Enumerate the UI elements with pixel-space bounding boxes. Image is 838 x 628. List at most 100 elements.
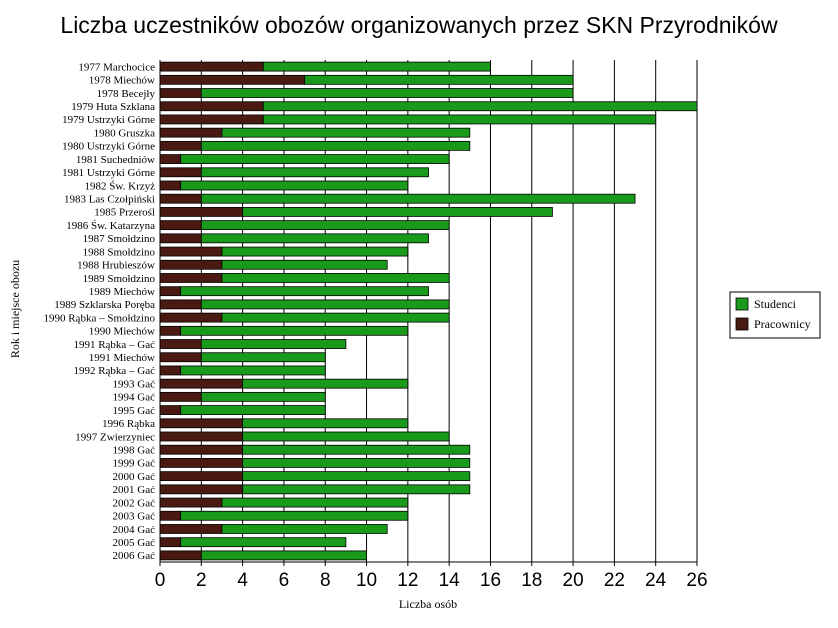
bar-segment-studenci [221,312,450,323]
y-axis-label: Rok i miejsce obozu [8,260,22,358]
legend-swatch [735,317,749,331]
x-tick-label: 22 [604,570,625,591]
category-label: 1985 Przerośl [94,207,155,219]
x-tick-label: 18 [521,570,542,591]
bars [159,61,698,561]
x-tick-label: 16 [480,570,501,591]
bar-segment-studenci [221,127,471,138]
category-label: 1989 Szklarska Poręba [54,299,155,311]
bar-segment-pracownicy [159,193,202,204]
bar-segment-pracownicy [159,391,202,402]
x-axis-label: Liczba osób [399,597,457,611]
category-label: 2005 Gać [113,537,156,549]
bar-segment-pracownicy [159,286,182,297]
axes [159,60,697,563]
bar-segment-pracownicy [159,365,182,376]
bar-segment-pracownicy [159,88,202,98]
x-tick-label: 0 [155,570,166,591]
bar-segment-pracownicy [159,339,202,349]
bar-segment-pracownicy [159,207,244,217]
bar-segment-pracownicy [159,325,182,336]
bar-segment-pracownicy [159,510,182,521]
x-tick-label: 4 [237,570,248,591]
bar-segment-studenci [242,207,553,217]
bar-segment-studenci [262,101,698,112]
bar-segment-studenci [200,220,450,231]
legend-label: Studenci [754,297,797,311]
bar-segment-studenci [200,88,574,98]
category-label: 1988 Hrubieszów [77,260,155,272]
bar-segment-pracownicy [159,378,244,389]
category-label: 1996 Rąbka [102,418,155,430]
category-label: 1995 Gać [113,405,156,417]
bar-segment-studenci [242,444,471,455]
bar-segment-pracownicy [159,444,244,455]
bar-segment-studenci [200,167,429,178]
bar-segment-pracownicy [159,127,223,138]
bar-segment-studenci [221,259,388,270]
legend-label: Pracownicy [754,317,811,331]
x-tick-label: 10 [356,570,377,591]
bar-segment-pracownicy [159,458,244,468]
chart-title: Liczba uczestników obozów organizowanych… [60,12,778,38]
bar-segment-studenci [180,537,347,548]
bar-segment-pracownicy [159,259,223,270]
bar-segment-studenci [200,391,326,402]
bar-segment-studenci [221,524,388,534]
bar-segment-pracownicy [159,180,182,191]
bar-segment-pracownicy [159,140,202,151]
x-tick-label: 12 [397,570,418,591]
bar-segment-studenci [180,180,409,191]
bar-segment-pracownicy [159,233,202,244]
category-label: 2000 Gać [113,471,156,483]
bar-segment-studenci [242,431,450,442]
bar-segment-studenci [180,365,326,376]
bar-segment-studenci [200,550,367,561]
bar-segment-studenci [242,378,409,389]
category-label: 1991 Rąbka – Gać [73,339,155,351]
category-label: 1978 Miechów [89,75,155,87]
category-label: 1983 Las Czołpiński [64,194,155,206]
x-tick-label: 6 [279,570,290,591]
category-label: 1988 Smołdzino [83,246,156,258]
bar-segment-studenci [221,246,409,257]
category-label: 1991 Miechów [89,352,155,364]
category-label: 1990 Rąbka – Smołdzino [43,312,155,324]
bar-segment-pracownicy [159,273,223,283]
bar-segment-pracownicy [159,246,223,257]
category-label: 1980 Ustrzyki Górne [62,141,155,153]
legend: Studenci Pracownicy [729,291,821,339]
bar-segment-pracownicy [159,312,223,323]
x-tick-label: 14 [439,570,461,591]
bar-segment-studenci [262,61,491,72]
category-label: 1999 Gać [113,458,156,470]
legend-swatch [735,297,749,311]
bar-segment-studenci [200,140,471,151]
bar-segment-pracownicy [159,74,305,85]
bar-segment-pracownicy [159,299,202,310]
bar-segment-studenci [221,497,409,508]
category-label: 1980 Gruszka [94,127,156,139]
category-label: 1990 Miechów [89,326,155,338]
bar-segment-pracownicy [159,167,202,178]
bar-segment-pracownicy [159,484,244,495]
bar-segment-studenci [242,484,471,495]
bar-segment-studenci [242,418,409,429]
category-label: 1978 Becejły [97,88,156,100]
category-label: 1979 Huta Szklana [71,101,155,113]
x-tick-label: 26 [686,570,707,591]
bar-segment-studenci [262,114,657,125]
bar-segment-studenci [200,339,347,349]
bar-segment-pracownicy [159,497,223,508]
bar-segment-studenci [180,405,326,415]
bar-segment-pracownicy [159,524,223,534]
bar-segment-studenci [242,458,471,468]
category-label: 2003 Gać [113,511,156,523]
bar-segment-studenci [180,510,409,521]
x-tick-labels: 0 2 4 6 8 10 12 14 16 18 20 22 24 26 [155,562,708,591]
category-label: 2006 Gać [113,550,156,562]
bar-segment-studenci [200,193,636,204]
category-label: 2002 Gać [113,497,156,509]
